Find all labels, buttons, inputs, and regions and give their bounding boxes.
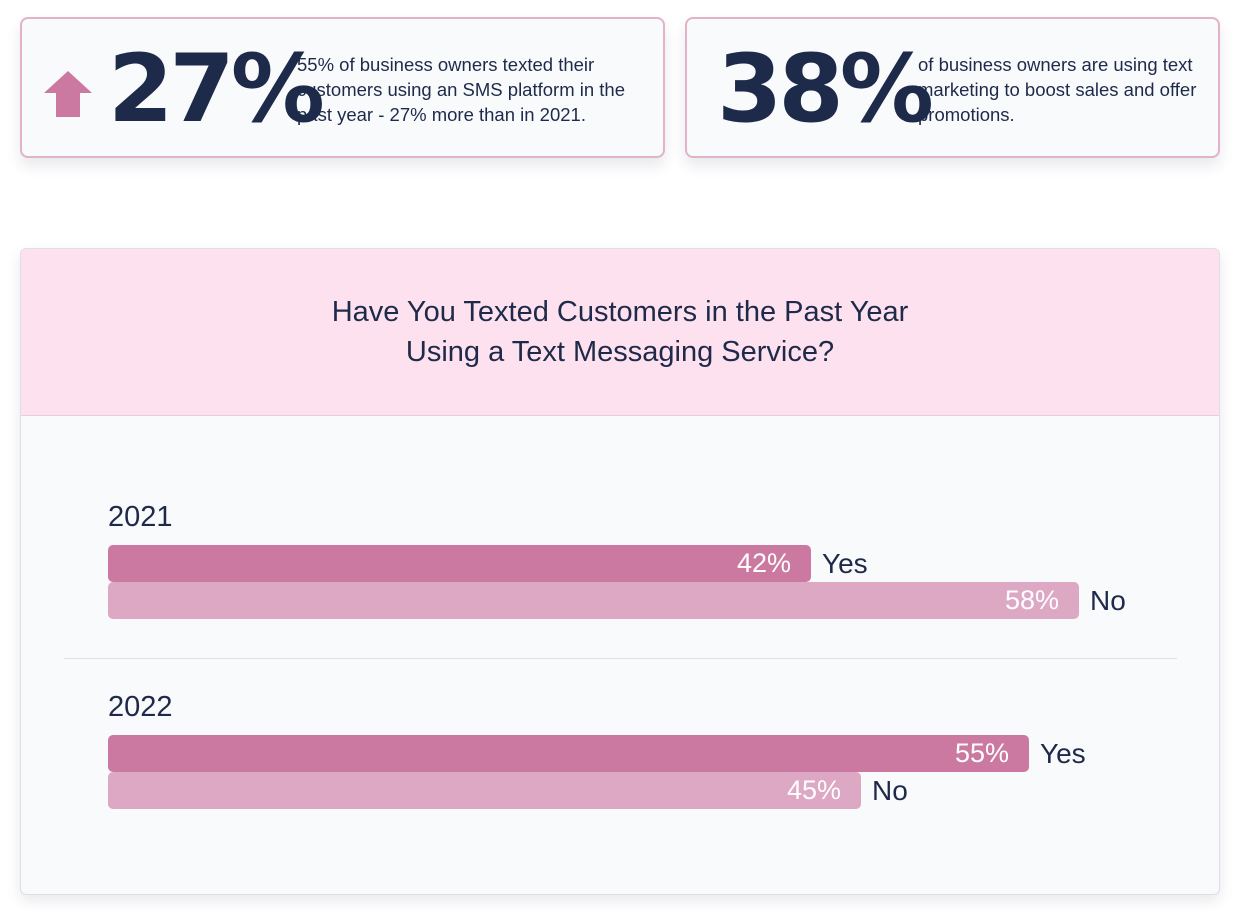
group-label-2021: 2021 (108, 501, 173, 533)
bar-category-label: Yes (822, 548, 868, 579)
bar-category-label: No (872, 775, 908, 806)
chart-header: Have You Texted Customers in the Past Ye… (21, 249, 1219, 416)
bar-value-label: 58% (1004, 585, 1059, 615)
bar-2021-no: 58% (108, 582, 1079, 619)
stat-card-marketing: 38% of business owners are using text ma… (685, 17, 1220, 158)
up-arrow-icon (44, 71, 92, 117)
stat-number: 38% (717, 35, 934, 144)
bar-2022-yes: 55% (108, 735, 1029, 772)
chart-title-line: Using a Text Messaging Service? (405, 336, 835, 368)
bar-category-label: Yes (1040, 738, 1086, 769)
bar-value-label: 42% (736, 548, 791, 578)
stat-number: 27% (108, 35, 325, 144)
chart-card: Have You Texted Customers in the Past Ye… (20, 248, 1220, 895)
group-label-2022: 2022 (108, 691, 173, 723)
stat-description: 55% of business owners texted their cust… (297, 54, 626, 125)
group-divider (64, 658, 1177, 659)
bar-2022-no: 45% (108, 772, 861, 809)
chart-title-line: Have You Texted Customers in the Past Ye… (331, 296, 909, 328)
bar-value-label: 45% (786, 775, 841, 805)
stat-card-texted: 27% 55% of business owners texted their … (20, 17, 665, 158)
chart-title: Have You Texted Customers in the Past Ye… (270, 292, 970, 372)
bar-2021-yes: 42% (108, 545, 811, 582)
stat-description: of business owners are using text market… (918, 54, 1197, 125)
bar-category-label: No (1090, 585, 1126, 616)
bar-value-label: 55% (954, 738, 1009, 768)
